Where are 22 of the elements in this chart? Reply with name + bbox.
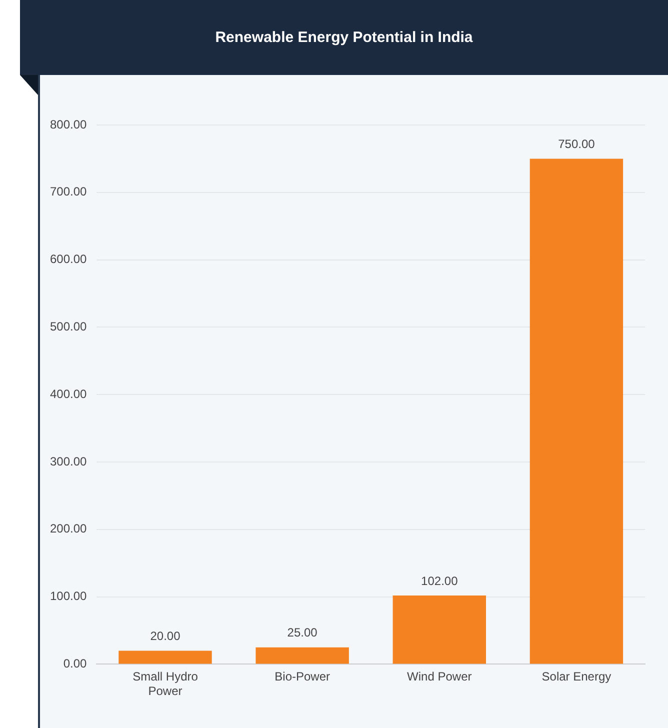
y-tick-label: 700.00 (50, 184, 88, 199)
y-tick-label: 500.00 (50, 320, 88, 334)
x-tick-label: Wind Power (407, 670, 472, 684)
y-tick-label: 0.00 (63, 656, 88, 671)
x-tick-label: Solar Energy (542, 670, 612, 684)
y-tick-label: 300.00 (50, 454, 88, 468)
data-label: 750.00 (558, 137, 596, 152)
bar (256, 647, 349, 664)
data-label: 20.00 (150, 629, 181, 644)
x-tick-label: Bio-Power (274, 670, 330, 684)
data-label: 25.00 (287, 626, 318, 640)
chart-title: Renewable Energy Potential in India (20, 0, 668, 75)
y-tick-label: 600.00 (50, 252, 88, 266)
x-tick-label: Small Hydro Power (132, 670, 198, 698)
bar (118, 650, 212, 664)
y-tick-label: 400.00 (50, 386, 88, 401)
y-tick-label: 100.00 (50, 589, 88, 604)
y-tick-label: 800.00 (50, 117, 88, 132)
data-label: 102.00 (421, 574, 458, 588)
bar (392, 595, 486, 664)
y-tick-label: 200.00 (50, 522, 88, 536)
bar (530, 158, 624, 664)
